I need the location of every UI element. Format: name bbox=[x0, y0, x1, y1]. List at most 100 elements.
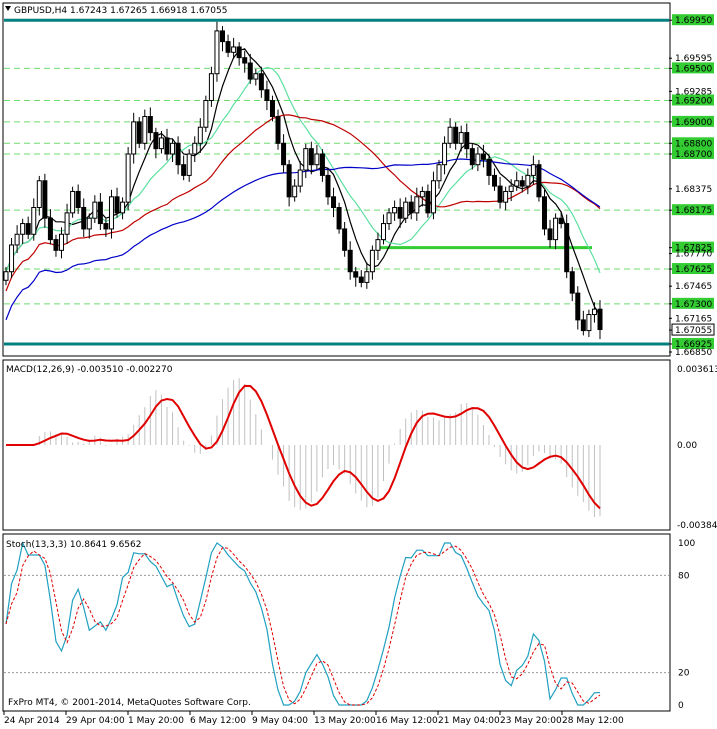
candle-body bbox=[364, 271, 370, 283]
candle-body bbox=[92, 201, 98, 219]
candle-body bbox=[86, 217, 92, 230]
candle-body bbox=[425, 190, 431, 214]
candle-body bbox=[403, 201, 409, 219]
candle-body bbox=[59, 233, 65, 251]
price-panel-frame bbox=[2, 2, 671, 357]
candle-body bbox=[258, 73, 264, 91]
candle-body bbox=[464, 132, 470, 150]
candle-body bbox=[308, 148, 314, 166]
time-tick-label: 23 May 20:00 bbox=[500, 716, 562, 726]
price-tick-label: 1.67300 bbox=[675, 300, 712, 310]
stoch-panel-frame bbox=[2, 533, 671, 712]
candle-body bbox=[225, 41, 231, 53]
price-label-box bbox=[672, 204, 714, 216]
candle-body bbox=[153, 132, 159, 150]
time-tick-label: 24 Apr 2014 bbox=[4, 716, 60, 726]
candle-body bbox=[42, 180, 48, 219]
dropdown-triangle-icon[interactable] bbox=[5, 6, 11, 11]
symbol-header: GBPUSD,H4 1.67243 1.67265 1.66918 1.6705… bbox=[14, 6, 227, 16]
candle-body bbox=[375, 239, 381, 251]
candle-body bbox=[380, 223, 386, 241]
ma-fast-line bbox=[5, 48, 601, 317]
price-tick-label: 1.68800 bbox=[675, 139, 712, 149]
candle-body bbox=[203, 99, 209, 128]
candle-body bbox=[508, 185, 514, 192]
candle-body bbox=[369, 249, 375, 273]
candle-body bbox=[147, 116, 153, 134]
candle-body bbox=[553, 217, 559, 241]
candle-body bbox=[158, 137, 164, 150]
candle-body bbox=[214, 30, 220, 75]
candle-body bbox=[475, 153, 481, 166]
candle-body bbox=[303, 148, 309, 171]
time-axis: 24 Apr 2014 29 Apr 04:00 1 May 20:00 6 May … bbox=[3, 711, 624, 726]
candle-body bbox=[458, 132, 464, 144]
candle-body bbox=[97, 201, 103, 225]
time-tick-label: 1 May 20:00 bbox=[128, 716, 184, 726]
time-tick-label: 29 Apr 04:00 bbox=[66, 716, 125, 726]
candle-body bbox=[519, 180, 525, 187]
candle-body bbox=[247, 62, 253, 80]
candle-body bbox=[25, 223, 31, 235]
stoch-main-line bbox=[5, 541, 601, 706]
candle-body bbox=[386, 212, 392, 225]
macd-header: MACD(12,26,9) -0.003510 -0.002270 bbox=[6, 365, 173, 375]
candle-body bbox=[231, 46, 237, 53]
price-label-box bbox=[672, 137, 714, 149]
macd-panel-frame bbox=[2, 359, 671, 531]
candle-body bbox=[497, 185, 503, 203]
candle-body bbox=[469, 148, 475, 166]
candle-body bbox=[525, 174, 531, 187]
candle-body bbox=[480, 153, 486, 160]
price-label-box bbox=[672, 94, 714, 106]
stochastic-indicator: 100 80 20 0 bbox=[4, 539, 695, 711]
candle-body bbox=[136, 121, 142, 144]
candles bbox=[3, 21, 603, 340]
candle-body bbox=[186, 153, 192, 176]
candle-body bbox=[53, 239, 59, 251]
price-label-box bbox=[672, 115, 714, 127]
candle-body bbox=[564, 223, 570, 273]
candle-body bbox=[197, 126, 203, 144]
price-label-box bbox=[672, 147, 714, 159]
candle-body bbox=[75, 190, 81, 209]
candle-body bbox=[36, 180, 42, 209]
candle-body bbox=[281, 142, 287, 166]
candle-body bbox=[514, 180, 520, 187]
macd-axis-label: -0.003849 bbox=[677, 521, 717, 531]
candle-body bbox=[453, 126, 459, 144]
macd-signal-line bbox=[6, 384, 601, 510]
candle-body bbox=[319, 153, 325, 176]
candle-body bbox=[397, 207, 403, 219]
price-tick-label: 1.69200 bbox=[675, 96, 712, 106]
price-label-box bbox=[672, 263, 714, 275]
candle-body bbox=[103, 223, 109, 230]
candle-body bbox=[580, 319, 586, 332]
macd-indicator: 0.003613 0.00 -0.003849 bbox=[6, 365, 717, 531]
horizontal-levels bbox=[4, 18, 669, 346]
price-tick-label: 1.67625 bbox=[675, 265, 712, 275]
candle-body bbox=[392, 207, 398, 214]
price-label-box bbox=[672, 62, 714, 74]
candle-body bbox=[31, 207, 37, 235]
candle-body bbox=[336, 207, 342, 230]
candle-body bbox=[530, 164, 536, 176]
candle-body bbox=[541, 196, 547, 230]
candle-body bbox=[575, 292, 581, 321]
candle-body bbox=[419, 190, 425, 198]
candle-body bbox=[120, 201, 126, 214]
stoch-axis-label: 0 bbox=[678, 701, 684, 711]
candle-body bbox=[142, 116, 148, 144]
candle-body bbox=[408, 201, 414, 214]
price-tick-label: 1.68175 bbox=[675, 206, 712, 216]
stoch-axis-label: 20 bbox=[678, 669, 690, 679]
candle-body bbox=[14, 233, 20, 246]
candle-body bbox=[9, 244, 15, 273]
price-tick-label: 1.69950 bbox=[675, 16, 712, 26]
price-tick-label: 1.68700 bbox=[675, 150, 712, 160]
candle-body bbox=[314, 153, 320, 166]
price-tick-label: 1.67770 bbox=[675, 250, 712, 260]
candle-body bbox=[558, 217, 564, 225]
candle-body bbox=[208, 73, 214, 101]
